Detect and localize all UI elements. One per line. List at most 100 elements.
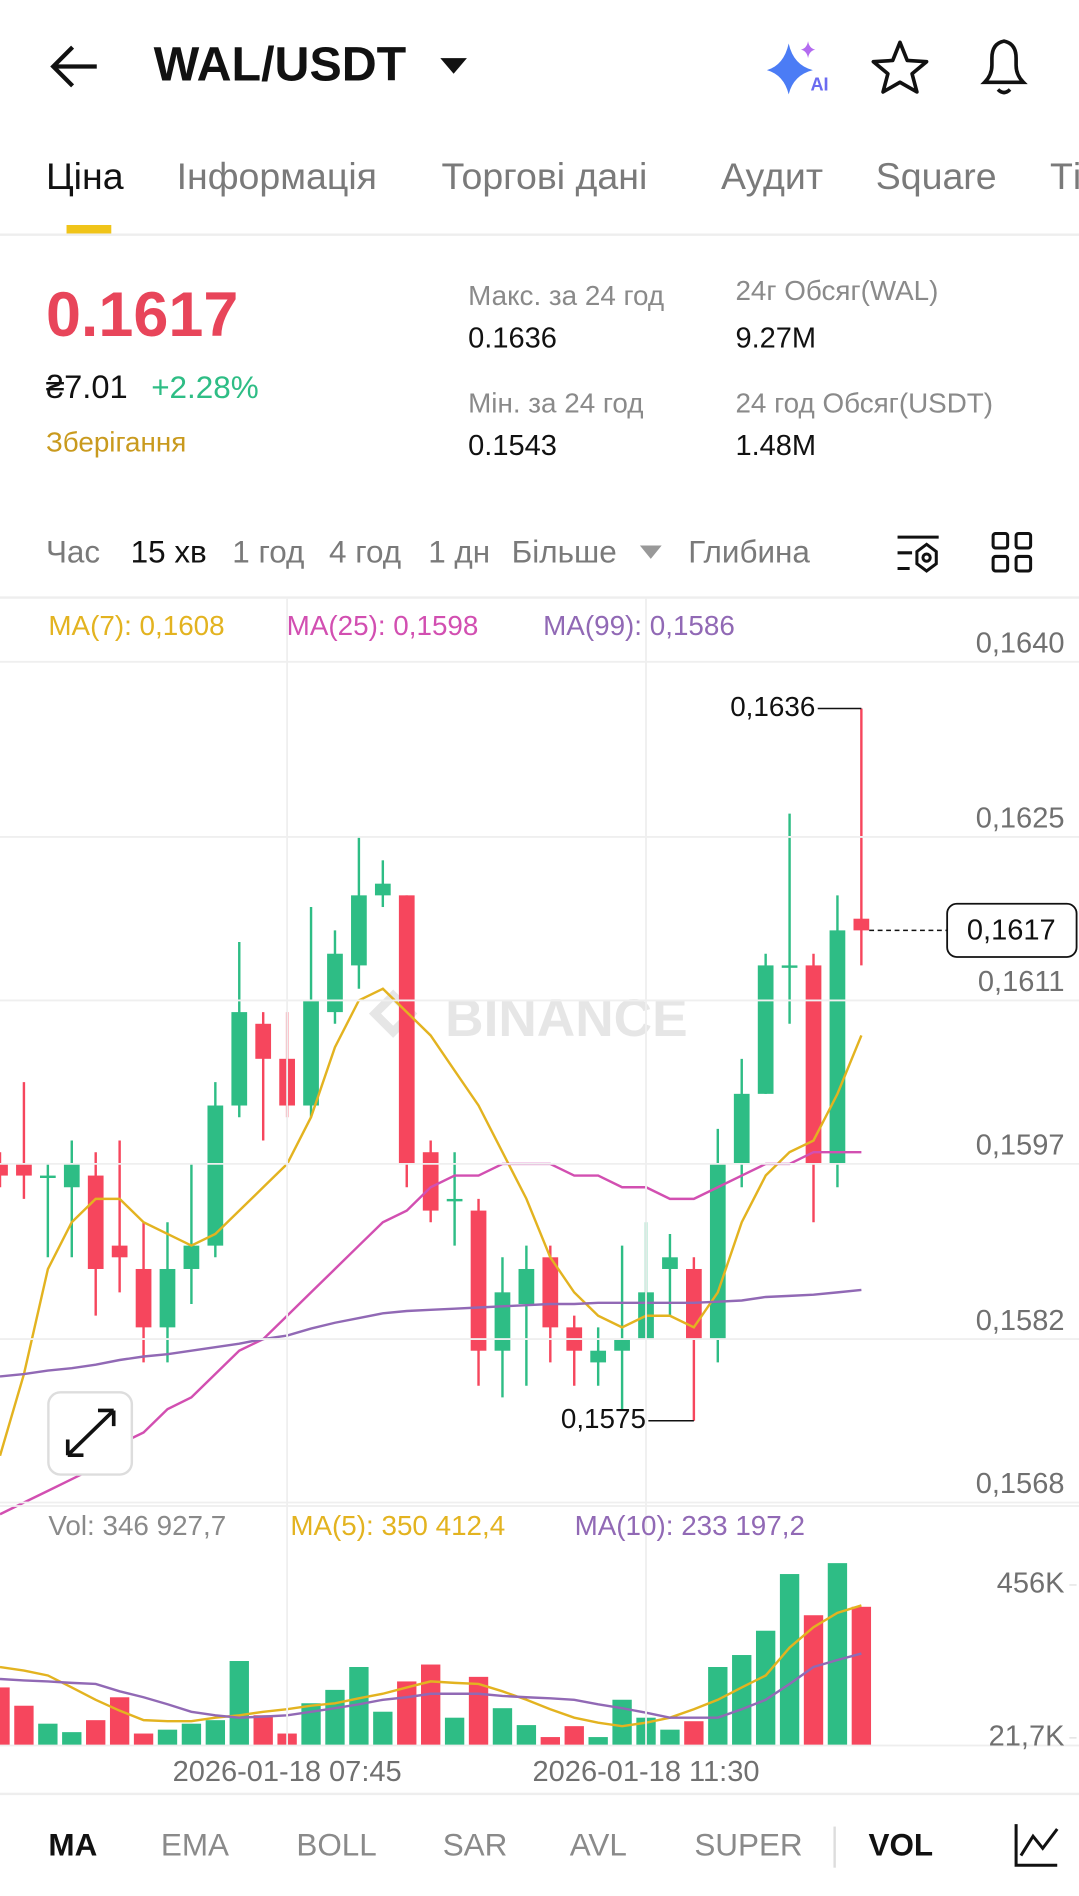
tab[interactable]: Торгові дані <box>442 155 648 197</box>
y-tick-label: 0,1597 <box>976 1130 1065 1162</box>
y-tick-label: 456K <box>997 1568 1065 1600</box>
y-tick-label: 0,1582 <box>976 1305 1065 1337</box>
volume-ma-line <box>0 1652 862 1719</box>
indicator-tab[interactable]: BOLL <box>296 1827 376 1862</box>
indicator-settings-button[interactable] <box>1014 1824 1059 1867</box>
candle-body <box>207 1105 224 1246</box>
candle-body <box>303 1000 319 1106</box>
candle-body <box>805 965 822 1164</box>
stat-label: Макс. за 24 год <box>468 280 664 311</box>
candle-body <box>351 895 367 966</box>
notification-button[interactable] <box>980 39 1028 95</box>
tab[interactable]: Ті <box>1050 155 1079 197</box>
pair-title[interactable]: WAL/USDT <box>154 38 407 92</box>
candle-body <box>470 1210 487 1351</box>
volume-bar <box>755 1630 776 1746</box>
interval-option[interactable]: 1 год <box>232 534 304 569</box>
ai-button[interactable]: AI <box>766 41 829 95</box>
candle-body <box>781 965 798 968</box>
volume-bar <box>181 1723 202 1746</box>
candle-body <box>255 1023 272 1059</box>
more-dropdown <box>639 545 662 559</box>
candle-body <box>542 1257 559 1328</box>
watermark: BINANCE <box>368 989 688 1048</box>
y-tick-label: 0,1640 <box>976 628 1065 660</box>
candle-body <box>374 883 391 896</box>
legend-entry: MA(99): 0,1586 <box>543 610 735 641</box>
stat-value: 0.1543 <box>468 430 557 462</box>
low-annotation: 0,1575 <box>561 1403 646 1434</box>
volume-bar <box>86 1720 106 1746</box>
fullscreen-button[interactable] <box>47 1391 134 1476</box>
indicator-tab[interactable]: VOL <box>869 1827 934 1862</box>
candle-body <box>518 1268 535 1305</box>
candle-body <box>0 1163 8 1176</box>
volume-bar <box>349 1666 369 1746</box>
stat-value: 0.1636 <box>468 323 557 355</box>
interval-option[interactable]: 4 год <box>329 534 401 569</box>
y-tick-label: 0,1611 <box>978 966 1065 998</box>
back-button[interactable] <box>50 45 97 88</box>
pair-dropdown[interactable] <box>440 58 467 74</box>
candle-body <box>590 1350 607 1363</box>
candle-body <box>16 1163 32 1176</box>
stat-value: 9.27M <box>735 323 816 355</box>
candle-body <box>231 1012 248 1106</box>
volume-bar <box>684 1721 704 1746</box>
volume-bar <box>588 1737 608 1746</box>
x-tick-label: 2026-01-18 11:30 <box>533 1756 760 1788</box>
legend-entry: MA(10): 233 197,2 <box>575 1510 805 1541</box>
volume-bar <box>62 1732 82 1746</box>
storage-link[interactable]: Зберігання <box>46 426 186 457</box>
volume-bar <box>540 1737 560 1746</box>
indicator-tab[interactable]: AVL <box>570 1827 627 1862</box>
candle-body <box>327 953 343 1013</box>
tab[interactable]: Ціна <box>46 155 124 197</box>
tab[interactable]: Аудит <box>721 155 823 197</box>
candle-body <box>63 1163 80 1188</box>
indicator-tab[interactable]: SAR <box>443 1827 508 1862</box>
candle-body <box>422 1152 439 1211</box>
candle-body <box>135 1268 152 1328</box>
ma-line <box>0 987 863 1457</box>
volume-bar <box>660 1729 680 1746</box>
current-price-box <box>946 902 1078 958</box>
ma-line <box>0 1288 862 1378</box>
volume-bar <box>253 1715 273 1746</box>
volume-bar <box>397 1681 417 1746</box>
y-tick-label: 0,1625 <box>976 803 1065 835</box>
volume-bar <box>109 1697 130 1746</box>
interval-more[interactable]: Більше <box>512 534 617 569</box>
interval-option[interactable]: 1 дн <box>428 534 490 569</box>
ai-badge: AI <box>810 75 828 95</box>
layout-button[interactable] <box>991 531 1033 573</box>
interval-label: Час <box>46 534 100 569</box>
candle-body <box>853 918 870 931</box>
candle-body <box>159 1268 176 1328</box>
candle-body <box>829 930 846 1164</box>
indicator-tab[interactable]: MA <box>48 1827 97 1862</box>
candle-body <box>111 1245 128 1258</box>
current-price-label: 0,1617 <box>967 914 1056 946</box>
volume-bar <box>612 1699 632 1746</box>
y-tick-label: 21,7K <box>989 1721 1065 1753</box>
candle-body <box>614 1339 630 1351</box>
depth-option[interactable]: Глибина <box>688 534 810 569</box>
legend-entry: MA(5): 350 412,4 <box>290 1510 505 1541</box>
stat-label: Мін. за 24 год <box>468 388 643 419</box>
volume-bar <box>779 1574 800 1746</box>
volume-bar <box>38 1723 58 1746</box>
tab[interactable]: Інформація <box>177 155 377 197</box>
indicator-tab[interactable]: EMA <box>161 1827 229 1862</box>
tab[interactable]: Square <box>876 155 997 197</box>
volume-bar <box>516 1725 537 1746</box>
chart-settings-button[interactable] <box>897 535 939 573</box>
volume-bar <box>205 1720 226 1746</box>
volume-bar <box>732 1655 752 1746</box>
indicator-tab[interactable]: SUPER <box>694 1827 802 1862</box>
x-tick-label: 2026-01-18 07:45 <box>173 1756 402 1788</box>
candle-body <box>662 1257 678 1269</box>
favorite-button[interactable] <box>871 40 929 94</box>
ma-line <box>0 1150 862 1516</box>
interval-option[interactable]: 15 хв <box>131 534 207 569</box>
